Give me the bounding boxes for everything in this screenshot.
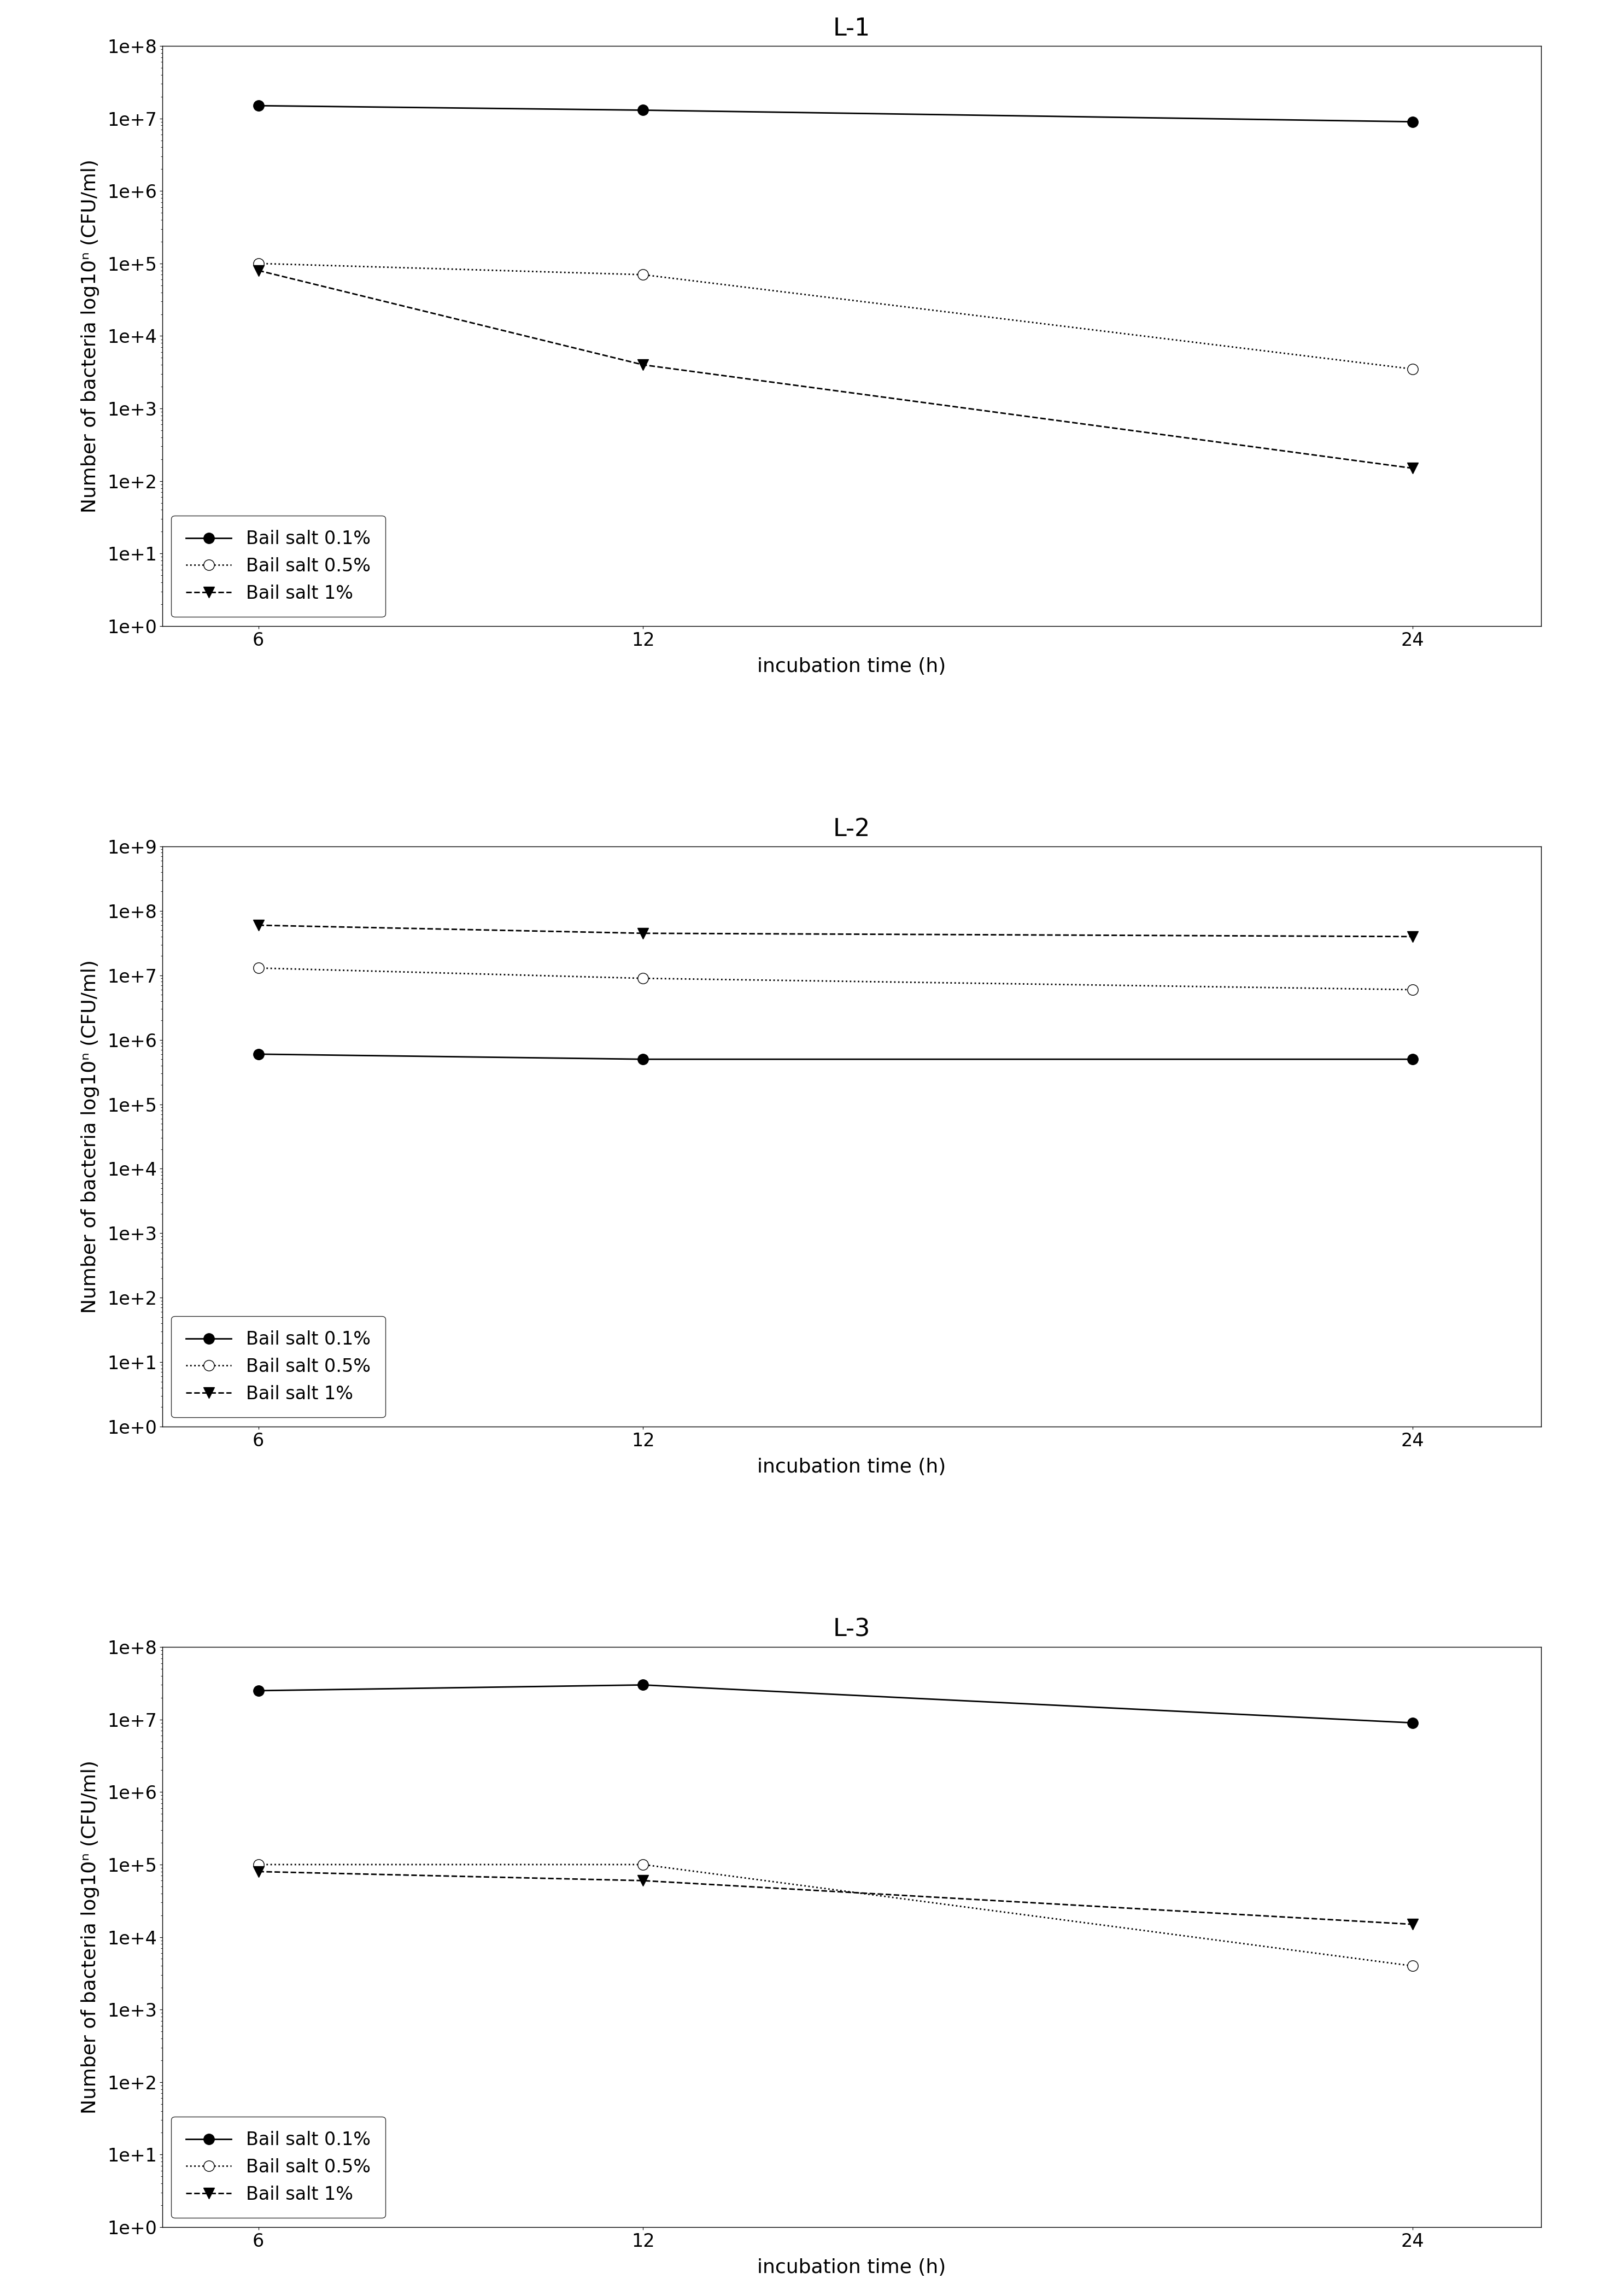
Title: L-1: L-1 xyxy=(832,16,871,41)
Line: Bail salt 1%: Bail salt 1% xyxy=(253,921,1418,941)
Bail salt 1% xyxy=(1403,1910,1422,1938)
Bail salt 1% xyxy=(634,351,654,379)
Title: L-3: L-3 xyxy=(832,1619,871,1642)
Title: L-2: L-2 xyxy=(832,817,871,840)
Legend: Bail salt 0.1%, Bail salt 0.5%, Bail salt 1%: Bail salt 0.1%, Bail salt 0.5%, Bail sal… xyxy=(172,1316,386,1417)
Line: Bail salt 0.5%: Bail salt 0.5% xyxy=(253,962,1418,994)
Bail salt 1% xyxy=(1403,923,1422,951)
Line: Bail salt 1%: Bail salt 1% xyxy=(253,1867,1418,1929)
Bail salt 0.1% xyxy=(634,96,654,124)
Bail salt 1% xyxy=(248,257,268,285)
Bail salt 0.5% xyxy=(1403,976,1422,1003)
Line: Bail salt 0.1%: Bail salt 0.1% xyxy=(253,101,1418,126)
Line: Bail salt 0.1%: Bail salt 0.1% xyxy=(253,1681,1418,1729)
Bail salt 0.1% xyxy=(248,1676,268,1704)
Bail salt 0.5% xyxy=(634,262,654,289)
Line: Bail salt 0.1%: Bail salt 0.1% xyxy=(253,1049,1418,1065)
Bail salt 0.1% xyxy=(1403,108,1422,135)
Legend: Bail salt 0.1%, Bail salt 0.5%, Bail salt 1%: Bail salt 0.1%, Bail salt 0.5%, Bail sal… xyxy=(172,514,386,618)
X-axis label: incubation time (h): incubation time (h) xyxy=(757,657,946,675)
Bail salt 1% xyxy=(1403,455,1422,482)
Bail salt 0.5% xyxy=(1403,1952,1422,1979)
Bail salt 1% xyxy=(248,912,268,939)
Y-axis label: Number of bacteria log10ⁿ (CFU/ml): Number of bacteria log10ⁿ (CFU/ml) xyxy=(81,1761,99,2115)
Bail salt 0.5% xyxy=(248,250,268,278)
Bail salt 0.5% xyxy=(248,955,268,983)
Bail salt 0.1% xyxy=(1403,1708,1422,1736)
Y-axis label: Number of bacteria log10ⁿ (CFU/ml): Number of bacteria log10ⁿ (CFU/ml) xyxy=(81,960,99,1313)
Bail salt 0.1% xyxy=(634,1671,654,1699)
Line: Bail salt 0.5%: Bail salt 0.5% xyxy=(253,1860,1418,1972)
Bail salt 0.1% xyxy=(1403,1045,1422,1072)
Bail salt 1% xyxy=(634,918,654,946)
Bail salt 1% xyxy=(248,1857,268,1885)
Bail salt 0.5% xyxy=(634,964,654,992)
X-axis label: incubation time (h): incubation time (h) xyxy=(757,2257,946,2278)
Bail salt 0.5% xyxy=(634,1851,654,1878)
Bail salt 0.1% xyxy=(634,1045,654,1072)
Bail salt 0.1% xyxy=(248,92,268,119)
Legend: Bail salt 0.1%, Bail salt 0.5%, Bail salt 1%: Bail salt 0.1%, Bail salt 0.5%, Bail sal… xyxy=(172,2117,386,2218)
Line: Bail salt 0.5%: Bail salt 0.5% xyxy=(253,257,1418,374)
Y-axis label: Number of bacteria log10ⁿ (CFU/ml): Number of bacteria log10ⁿ (CFU/ml) xyxy=(81,158,99,512)
Line: Bail salt 1%: Bail salt 1% xyxy=(253,264,1418,473)
Bail salt 0.1% xyxy=(248,1040,268,1068)
Bail salt 0.5% xyxy=(1403,356,1422,383)
Bail salt 1% xyxy=(634,1867,654,1894)
X-axis label: incubation time (h): incubation time (h) xyxy=(757,1458,946,1476)
Bail salt 0.5% xyxy=(248,1851,268,1878)
